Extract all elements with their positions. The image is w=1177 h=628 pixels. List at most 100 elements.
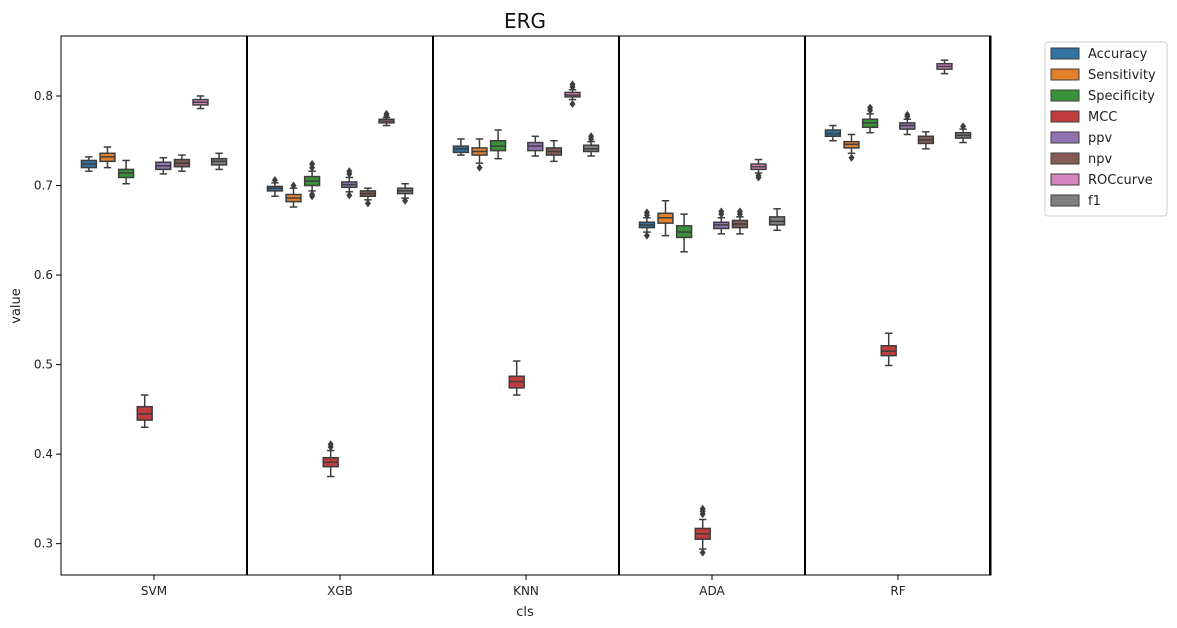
box-ppv-knn xyxy=(527,135,544,157)
box-f1-knn xyxy=(582,132,600,157)
legend-swatch-ppv xyxy=(1050,131,1080,144)
outlier-point xyxy=(346,167,353,176)
plot-frame xyxy=(60,35,992,576)
x-axis-label: cls xyxy=(516,605,534,620)
box-specificity-knn xyxy=(489,129,507,160)
outlier-point xyxy=(643,208,650,217)
outlier-point xyxy=(309,160,316,169)
plot-area: 0.3 0.4 0.5 0.6 0.7 0.8 SVM XGB KNN ADA RF xyxy=(34,35,992,598)
box-f1-svm xyxy=(210,152,228,171)
legend-swatch-sensitivity xyxy=(1050,68,1080,81)
box-npv-svm xyxy=(173,154,191,172)
box-accuracy-xgb xyxy=(266,176,284,198)
x-tick-label: KNN xyxy=(513,584,539,598)
legend-swatch-npv xyxy=(1050,152,1080,165)
box-mcc-rf xyxy=(880,332,897,367)
y-tick-label: 0.8 xyxy=(34,89,53,103)
box-ppv-svm xyxy=(155,157,172,175)
box-roccurve-rf xyxy=(936,59,953,75)
box-f1-xgb xyxy=(396,182,414,205)
legend-label-accuracy: Accuracy xyxy=(1088,47,1148,62)
box-mcc-svm xyxy=(136,394,153,429)
box-specificity-xgb xyxy=(303,160,321,201)
y-tick-label: 0.5 xyxy=(34,358,53,372)
y-tick-label: 0.6 xyxy=(34,268,53,282)
x-tick-label: ADA xyxy=(699,584,725,598)
box-roccurve-xgb xyxy=(378,109,395,127)
x-tick-label: SVM xyxy=(141,584,167,598)
outlier-point xyxy=(346,191,353,200)
box-specificity-svm xyxy=(117,159,135,185)
legend-swatch-accuracy xyxy=(1050,47,1080,60)
outlier-point xyxy=(718,207,725,216)
box-f1-rf xyxy=(954,122,972,144)
box-sensitivity-xgb xyxy=(285,181,302,208)
x-tick-label: XGB xyxy=(327,584,353,598)
legend-swatch-roccurve xyxy=(1050,173,1080,186)
outlier-point xyxy=(588,132,595,141)
box-sensitivity-ada xyxy=(657,199,674,237)
box-npv-xgb xyxy=(359,187,377,208)
legend-label-ppv: ppv xyxy=(1088,131,1113,146)
box-npv-ada xyxy=(731,207,749,235)
box-accuracy-ada xyxy=(638,208,656,240)
box-accuracy-svm xyxy=(80,156,98,172)
box-specificity-ada xyxy=(675,213,693,253)
outlier-point xyxy=(960,122,967,131)
outlier-point xyxy=(867,103,874,112)
outlier-point xyxy=(290,181,297,190)
box-specificity-rf xyxy=(861,103,879,134)
outlier-point xyxy=(383,109,390,118)
box-accuracy-knn xyxy=(452,138,470,156)
box-sensitivity-rf xyxy=(843,133,860,162)
box-mcc-ada xyxy=(694,504,711,557)
box-roccurve-knn xyxy=(564,80,581,109)
box-npv-rf xyxy=(917,131,935,150)
legend-label-specificity: Specificity xyxy=(1088,89,1155,104)
outlier-point xyxy=(309,190,316,199)
outlier-point xyxy=(699,548,706,557)
outlier-point xyxy=(476,163,483,172)
outlier-point xyxy=(569,100,576,109)
outlier-point xyxy=(569,80,576,89)
chart-title: ERG xyxy=(504,9,546,33)
legend: Accuracy Sensitivity Specificity MCC ppv npv R… xyxy=(1044,41,1168,217)
box-roccurve-ada xyxy=(750,158,767,182)
outlier-point xyxy=(327,440,334,449)
box-mcc-knn xyxy=(508,360,525,396)
outlier-point xyxy=(364,199,371,208)
legend-frame xyxy=(1044,41,1168,217)
box-sensitivity-svm xyxy=(99,146,116,169)
legend-swatch-specificity xyxy=(1050,89,1080,102)
box-ppv-xgb xyxy=(341,167,358,200)
y-tick-label: 0.3 xyxy=(34,537,53,551)
legend-swatch-f1 xyxy=(1050,194,1080,207)
legend-label-npv: npv xyxy=(1088,152,1112,167)
box-roccurve-svm xyxy=(192,95,209,110)
box-sensitivity-knn xyxy=(471,138,488,172)
y-axis-label: value xyxy=(9,288,24,324)
box-mcc-xgb xyxy=(322,440,339,478)
box-accuracy-rf xyxy=(824,124,842,142)
outlier-point xyxy=(904,110,911,119)
outlier-point xyxy=(643,231,650,240)
outlier-point xyxy=(699,504,706,513)
y-tick-label: 0.7 xyxy=(34,179,53,193)
outlier-point xyxy=(755,171,762,180)
box-ppv-rf xyxy=(899,110,916,136)
legend-swatch-mcc xyxy=(1050,110,1080,123)
outlier-point xyxy=(402,196,409,205)
y-tick-label: 0.4 xyxy=(34,447,53,461)
outlier-point xyxy=(271,176,278,185)
x-tick-label: RF xyxy=(890,584,905,598)
outlier-point xyxy=(736,207,743,216)
box-f1-ada xyxy=(768,208,786,232)
box-npv-knn xyxy=(545,140,563,163)
legend-label-mcc: MCC xyxy=(1088,110,1117,125)
legend-label-sensitivity: Sensitivity xyxy=(1088,68,1156,83)
legend-label-roccurve: ROCcurve xyxy=(1088,173,1153,188)
outlier-point xyxy=(848,153,855,162)
legend-label-f1: f1 xyxy=(1088,194,1101,209)
box-ppv-ada xyxy=(713,207,730,235)
